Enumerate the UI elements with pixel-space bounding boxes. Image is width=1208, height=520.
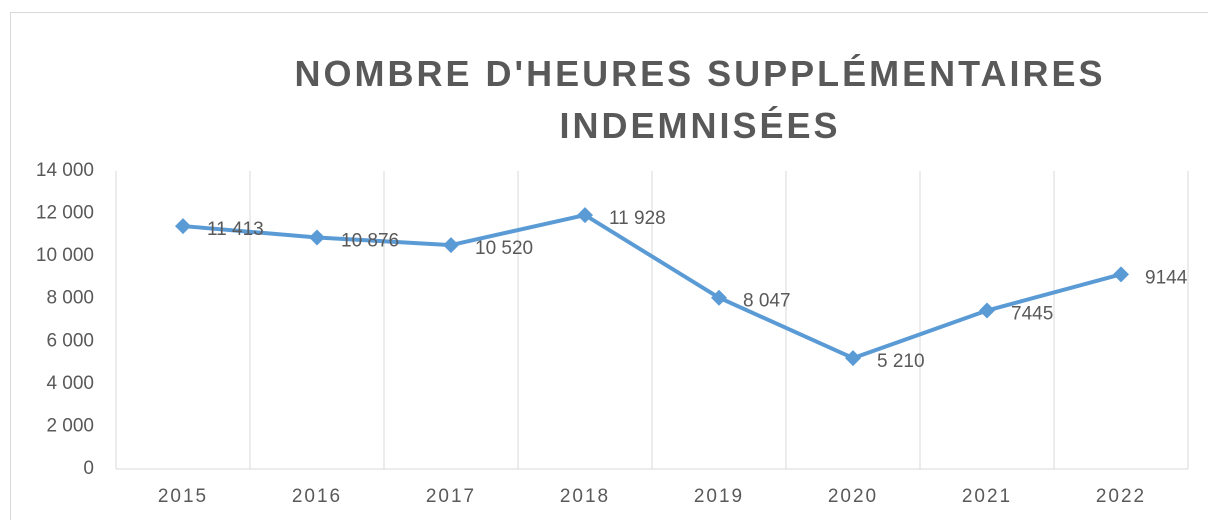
data-label: 5 210 [877, 351, 925, 372]
marker [711, 289, 727, 306]
x-tick-label: 2018 [560, 486, 610, 507]
data-label: 7445 [1011, 304, 1053, 325]
y-tick-label: 4 000 [46, 373, 94, 394]
marker [1113, 266, 1129, 283]
data-label: 11 413 [207, 219, 264, 240]
y-tick-label: 6 000 [46, 330, 94, 351]
marker [577, 207, 593, 224]
data-label: 11 928 [609, 208, 666, 229]
x-tick-label: 2017 [426, 486, 476, 507]
marker [979, 302, 995, 319]
data-label: 10 520 [475, 238, 533, 259]
y-tick-label: 0 [83, 458, 94, 479]
line [182, 213, 1122, 361]
y-tick-label: 2 000 [46, 415, 94, 436]
marker [309, 229, 325, 246]
data-label: 8 047 [743, 291, 791, 312]
data-label: 9144 [1145, 267, 1188, 288]
chart-title: NOMBRE D'HEURES SUPPLÉMENTAIRES INDEMNIS… [294, 53, 1106, 146]
marker [443, 237, 459, 254]
y-tick-label: 12 000 [36, 203, 94, 224]
x-tick-label: 2021 [962, 486, 1012, 507]
data-label: 10 876 [341, 231, 399, 252]
marker [845, 350, 861, 367]
x-tick-label: 2022 [1096, 486, 1146, 507]
x-tick-label: 2015 [158, 486, 208, 507]
x-tick-label: 2019 [694, 486, 744, 507]
marker [175, 218, 191, 235]
x-tick-label: 2020 [828, 486, 878, 507]
y-tick-label: 14 000 [36, 160, 94, 181]
y-tick-label: 8 000 [46, 288, 94, 309]
x-tick-label: 2016 [292, 486, 342, 507]
y-tick-label: 10 000 [36, 245, 94, 266]
chart-frame [10, 12, 1208, 520]
